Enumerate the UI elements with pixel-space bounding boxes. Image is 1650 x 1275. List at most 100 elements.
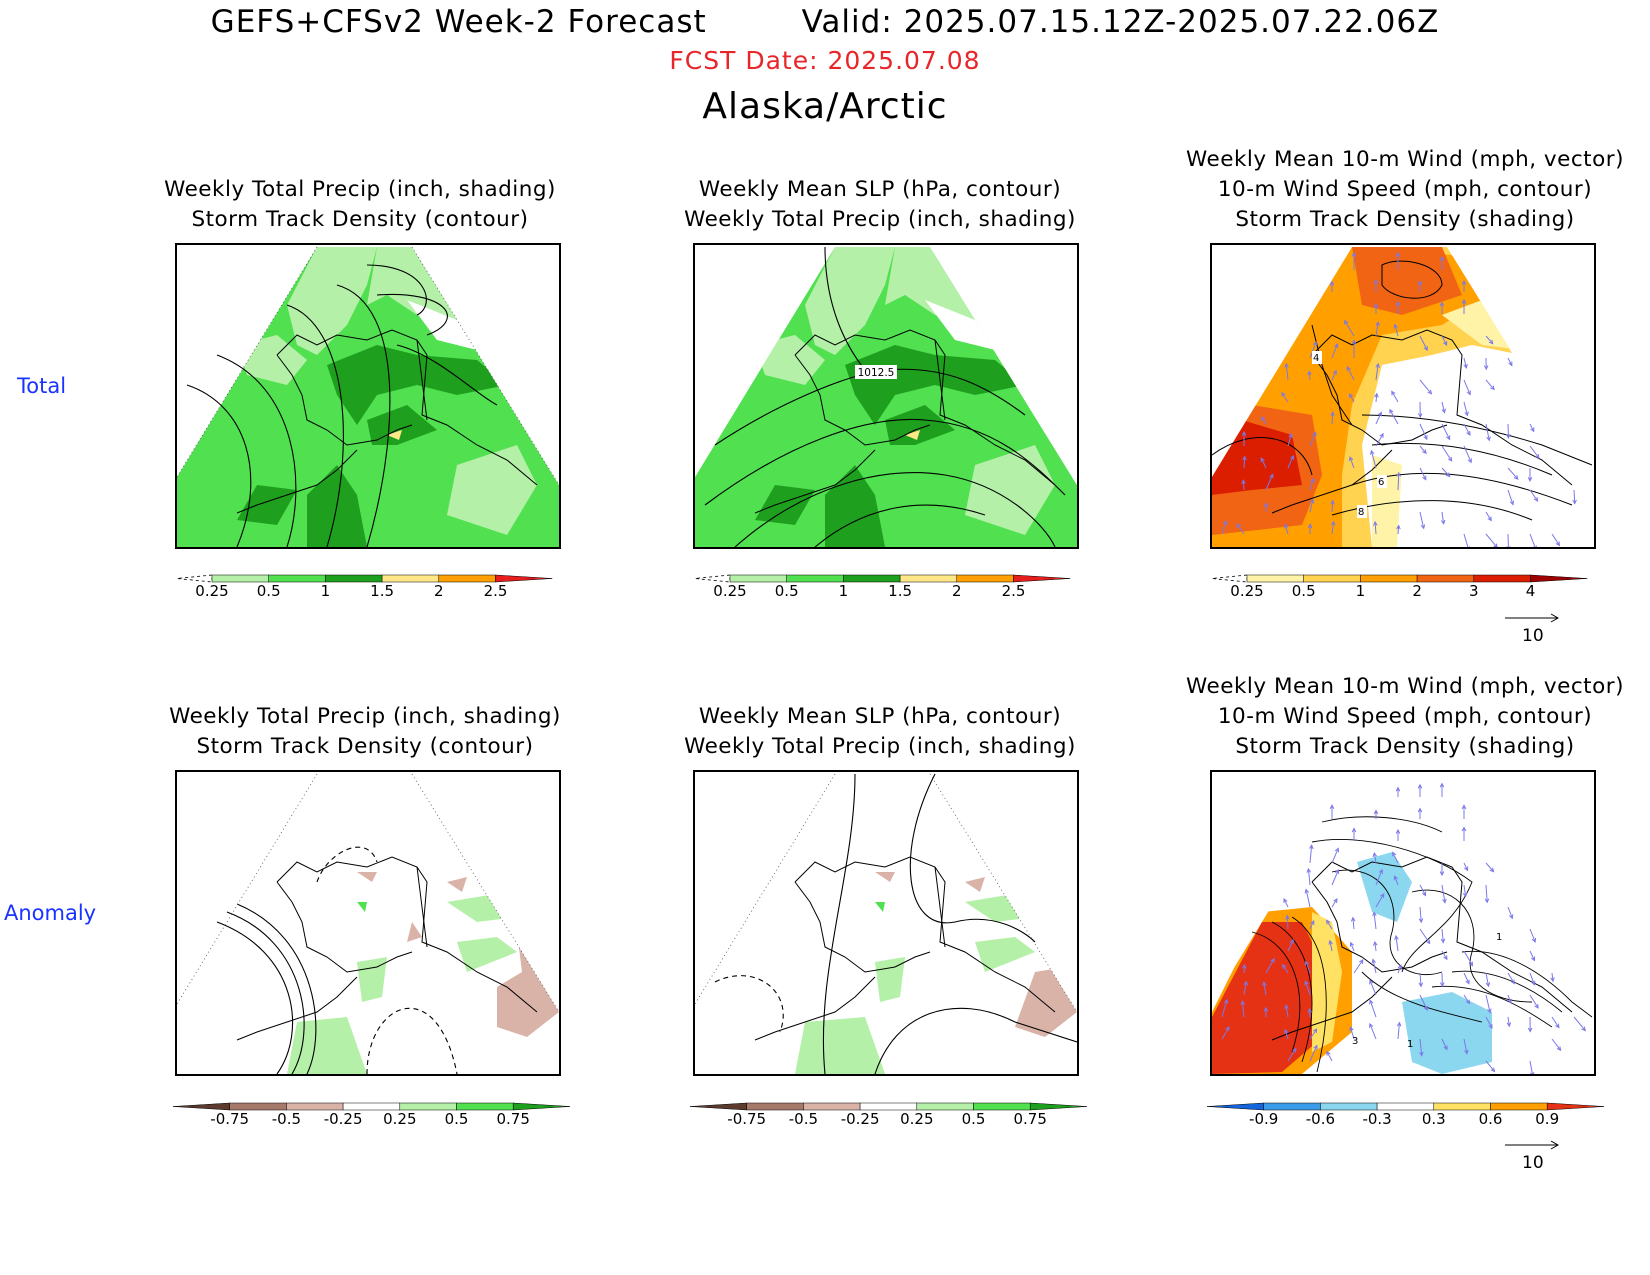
wind-vector-head (1374, 392, 1379, 398)
wind-vector-head (1493, 543, 1498, 547)
wind-vector-arrow (1529, 445, 1540, 459)
wind-vector-arrow (1397, 525, 1400, 535)
wind-vector-arrow (1529, 972, 1535, 985)
wind-vector-head (1395, 786, 1401, 792)
colorbar-end-triangle (694, 574, 731, 583)
wind-vector-head (1351, 827, 1357, 833)
wind-vector-arrow (1369, 1000, 1377, 1018)
colorbar-tick-label: 0.75 (1013, 1110, 1046, 1128)
colorbar-segment (342, 1102, 401, 1111)
wind-vector-head (1396, 524, 1401, 530)
wind-vector-arrow (1281, 392, 1289, 403)
svg-text:3: 3 (1352, 1036, 1358, 1047)
wind-vector-head (1330, 411, 1335, 416)
wind-vector-arrow (1485, 884, 1488, 903)
wind-vector-arrow (1485, 862, 1494, 872)
wind-vector-arrow (1441, 928, 1444, 943)
precip-shading (177, 247, 559, 547)
colorbar-end-triangle (1013, 574, 1071, 583)
wind-vector-head (1529, 1072, 1535, 1074)
wind-vector-head (1380, 892, 1385, 898)
wind-vector-arrow (1370, 450, 1377, 469)
wind-vector-head (1373, 278, 1379, 284)
wind-vector-arrow (1242, 480, 1245, 491)
wind-vector-arrow (1307, 868, 1311, 886)
wind-vector-arrow (1326, 920, 1333, 930)
wind-vector-head (1417, 280, 1423, 285)
colorbar-segment (1246, 574, 1304, 583)
graticule (177, 773, 559, 1013)
colorbar-svg: -0.75 -0.5 -0.25 0.25 0.5 0.75 (689, 1102, 1087, 1128)
wind-vector-head (1581, 1026, 1586, 1032)
wind-vector-head (1439, 301, 1445, 307)
colorbar-svg: 0.25 0.5 1 1.5 2 2.5 (694, 574, 1071, 600)
wind-vector-head (1334, 343, 1339, 349)
colorbar-tick-label: 0.25 (900, 1110, 933, 1128)
colorbar-total-precip: 0.25 0.5 1 1.5 2 2.5 (172, 570, 572, 600)
colorbar-segment (973, 1102, 1031, 1111)
wind-vector-head (1304, 888, 1310, 894)
wind-vector-arrow (1395, 935, 1399, 952)
wind-vector-head (1483, 365, 1489, 371)
wind-vector-head (1329, 280, 1335, 286)
wind-vector-head (1464, 411, 1469, 417)
wind-vector-head (1461, 804, 1467, 810)
wind-vector-arrow (1529, 950, 1535, 961)
colorbar-tick-label: -0.9 (1249, 1110, 1278, 1128)
wind-vector-head (1513, 475, 1519, 480)
svg-text:8: 8 (1358, 507, 1364, 518)
wind-vector-arrow (1529, 928, 1536, 943)
wind-vector-head (1527, 477, 1533, 482)
wind-vector-head (1396, 1021, 1402, 1027)
wind-vector-arrow (1265, 474, 1274, 491)
wind-vector-head (1446, 435, 1451, 441)
colorbar-tick-label: 2 (434, 582, 444, 600)
svg-text:4: 4 (1313, 353, 1319, 364)
wind-vector-arrow (1397, 1022, 1400, 1040)
wind-vector-head (1530, 427, 1535, 433)
wind-vector-head (1307, 370, 1312, 376)
svg-text:1: 1 (1407, 1039, 1413, 1050)
wind-vector-arrow (1309, 499, 1314, 513)
colorbar-anom-precip: -0.75 -0.5 -0.25 0.25 0.5 0.75 (168, 1098, 578, 1128)
wind-vector-head (1243, 980, 1249, 986)
wind-vector-head (1508, 361, 1513, 367)
coastline (236, 329, 538, 514)
wind-vector-arrow (1263, 982, 1267, 996)
wind-vector-head (1281, 391, 1286, 397)
wind-vector-arrow (1485, 533, 1498, 547)
wind-vector-arrow (1551, 1038, 1562, 1051)
wind-vector-head (1289, 938, 1294, 944)
storm-track-contours (186, 264, 498, 547)
wind-vector-head (1533, 496, 1539, 502)
wind-vector-arrow (1441, 884, 1446, 903)
colorbar-segment (399, 1102, 457, 1111)
contour-label: 1012.5 (858, 367, 895, 379)
wind-vector-arrow (1373, 852, 1377, 864)
forecast-date: FCST Date: 2025.07.08 (669, 46, 981, 75)
colorbar-segment (899, 574, 958, 583)
wind-vector-arrow (1551, 972, 1554, 982)
wind-vector-head (1422, 449, 1427, 455)
wind-vector-arrow (1529, 1060, 1533, 1074)
wind-vector-arrow (1485, 379, 1495, 390)
wind-vector-head (1441, 408, 1446, 414)
colorbar-tick-label: 0.25 (713, 582, 746, 600)
wind-vector-arrow (1573, 489, 1576, 504)
wind-vector-arrow (1507, 1016, 1510, 1027)
wind-vector-arrow (1375, 393, 1378, 403)
wind-vector-arrow (1375, 412, 1382, 425)
colorbar-segment (1433, 1102, 1491, 1111)
wind-vector-head (1461, 298, 1467, 304)
wind-vector-head (1468, 961, 1474, 967)
title-valid: Valid: 2025.07.15.12Z-2025.07.22.06Z (801, 4, 1440, 40)
wind-vector-head (1369, 1022, 1374, 1028)
colorbar-segment (786, 574, 844, 583)
slp-contours (704, 246, 1066, 547)
wind-vector-head (1312, 340, 1318, 347)
wind-vector-head (1509, 914, 1514, 920)
wind-vector-head (1225, 1026, 1230, 1032)
wind-vector-arrow (1529, 489, 1538, 502)
wind-vector-head (1326, 1050, 1331, 1056)
colorbar-tick-label: -0.75 (727, 1110, 766, 1128)
